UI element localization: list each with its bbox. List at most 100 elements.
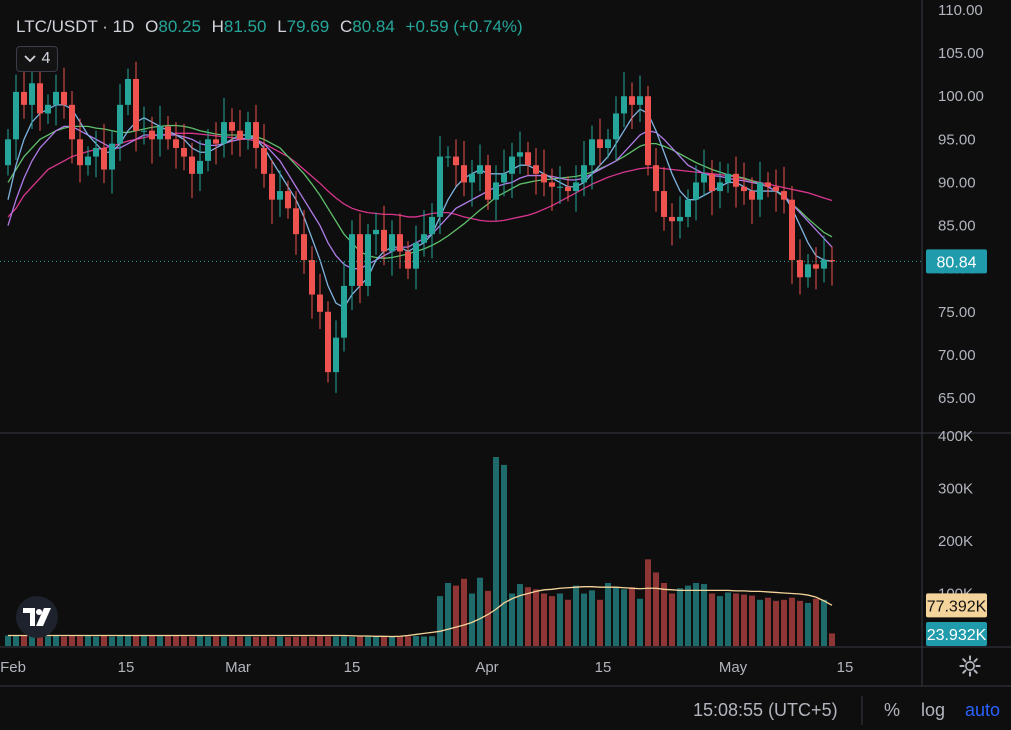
candle-body [781, 191, 787, 200]
candle-body [693, 182, 699, 200]
volume-bar [629, 587, 635, 646]
volume-bar [69, 636, 75, 646]
candle-body [293, 208, 299, 235]
candle-body [805, 264, 811, 278]
volume-bar [269, 636, 275, 646]
candle-body [773, 186, 779, 192]
candle-body [189, 156, 195, 174]
candle-body [525, 152, 531, 166]
volume-bar [293, 636, 299, 646]
volume-tick-label: 200K [938, 533, 973, 550]
price-tick-label: 110.00 [938, 2, 983, 19]
candle-body [173, 139, 179, 148]
candle-body [741, 186, 747, 192]
volume-bar [365, 636, 371, 646]
candle-body [77, 139, 83, 166]
volume-bar [165, 634, 171, 646]
price-tick-label: 100.00 [938, 88, 984, 105]
volume-bar [477, 577, 483, 646]
volume-bar [797, 600, 803, 646]
volume-bar [709, 593, 715, 646]
volume-bar [253, 636, 259, 646]
volume-ma-badge: 77.392K [927, 598, 987, 615]
volume-bar [133, 635, 139, 646]
candle-body [109, 143, 115, 170]
candle-body [517, 152, 523, 157]
volume-bar [469, 593, 475, 646]
ma-slow-line [7, 124, 833, 259]
candle-body [677, 216, 683, 222]
volume-bar [61, 636, 67, 646]
candle-body [229, 122, 235, 131]
volume-bar [445, 583, 451, 646]
candle-body [125, 78, 131, 105]
time-tick-label: May [719, 659, 748, 676]
price-tick-label: 105.00 [938, 45, 984, 62]
time-tick-label: 15 [837, 659, 854, 676]
volume-bar [309, 636, 315, 646]
volume-badge-bg [926, 622, 987, 646]
chart-legend: LTC/USDT · 1D O80.25 H81.50 L79.69 C80.8… [16, 17, 523, 37]
volume-bar [125, 634, 131, 646]
volume-bar [37, 635, 43, 646]
candle-body [565, 186, 571, 192]
volume-bar [405, 636, 411, 646]
volume-bar [325, 636, 331, 646]
candle-body [149, 130, 155, 140]
volume-bar [621, 589, 627, 646]
low-key: L [277, 17, 287, 36]
volume-bar [149, 635, 155, 646]
volume-ma-badge-bg [926, 593, 987, 618]
volume-bar [549, 596, 555, 646]
candle-body [157, 126, 163, 140]
volume-bar [733, 593, 739, 646]
candle-body [5, 139, 11, 166]
volume-bar [181, 636, 187, 646]
candle-body [501, 173, 507, 183]
symbol-label[interactable]: LTC/USDT · 1D [16, 17, 135, 36]
high-value: 81.50 [223, 17, 267, 36]
candle-body [29, 83, 35, 105]
volume-bar [653, 572, 659, 646]
candle-body [93, 147, 99, 157]
volume-bar [29, 636, 35, 646]
volume-bar [437, 596, 443, 646]
percent-toggle[interactable]: % [884, 700, 901, 720]
volume-bar [397, 636, 403, 646]
clock-timezone[interactable]: 15:08:55 (UTC+5) [693, 700, 838, 720]
time-tick-label: 15 [118, 659, 135, 676]
volume-bar [237, 636, 243, 646]
volume-bar [389, 636, 395, 646]
candle-body [821, 260, 827, 269]
price-tick-label: 70.00 [938, 347, 976, 364]
candle-body [533, 165, 539, 174]
candle-body [797, 260, 803, 278]
time-tick-label: Mar [225, 659, 251, 676]
time-tick-label: Feb [0, 659, 26, 676]
volume-bar [757, 599, 763, 646]
price-tick-label: 65.00 [938, 390, 976, 407]
auto-toggle[interactable]: auto [965, 700, 1001, 720]
tradingview-logo[interactable] [16, 596, 58, 638]
indicators-toggle-button[interactable]: 4 [16, 46, 58, 72]
candle-body [485, 165, 491, 200]
volume-bar [85, 636, 91, 646]
gear-icon[interactable] [959, 655, 981, 677]
volume-bar [349, 636, 355, 646]
candle-body [117, 104, 123, 144]
volume-bar [557, 593, 563, 646]
volume-bar [5, 635, 11, 646]
candle-body [213, 139, 219, 144]
volume-bar [645, 559, 651, 646]
candle-body [325, 311, 331, 373]
candle-body [365, 234, 371, 286]
candle-body [309, 260, 315, 295]
candle-body [13, 91, 19, 140]
log-toggle[interactable]: log [921, 700, 946, 720]
candle-body [333, 337, 339, 373]
volume-bar [261, 636, 267, 646]
candle-body [549, 182, 555, 187]
volume-bar [277, 636, 283, 646]
volume-bar [741, 594, 747, 646]
